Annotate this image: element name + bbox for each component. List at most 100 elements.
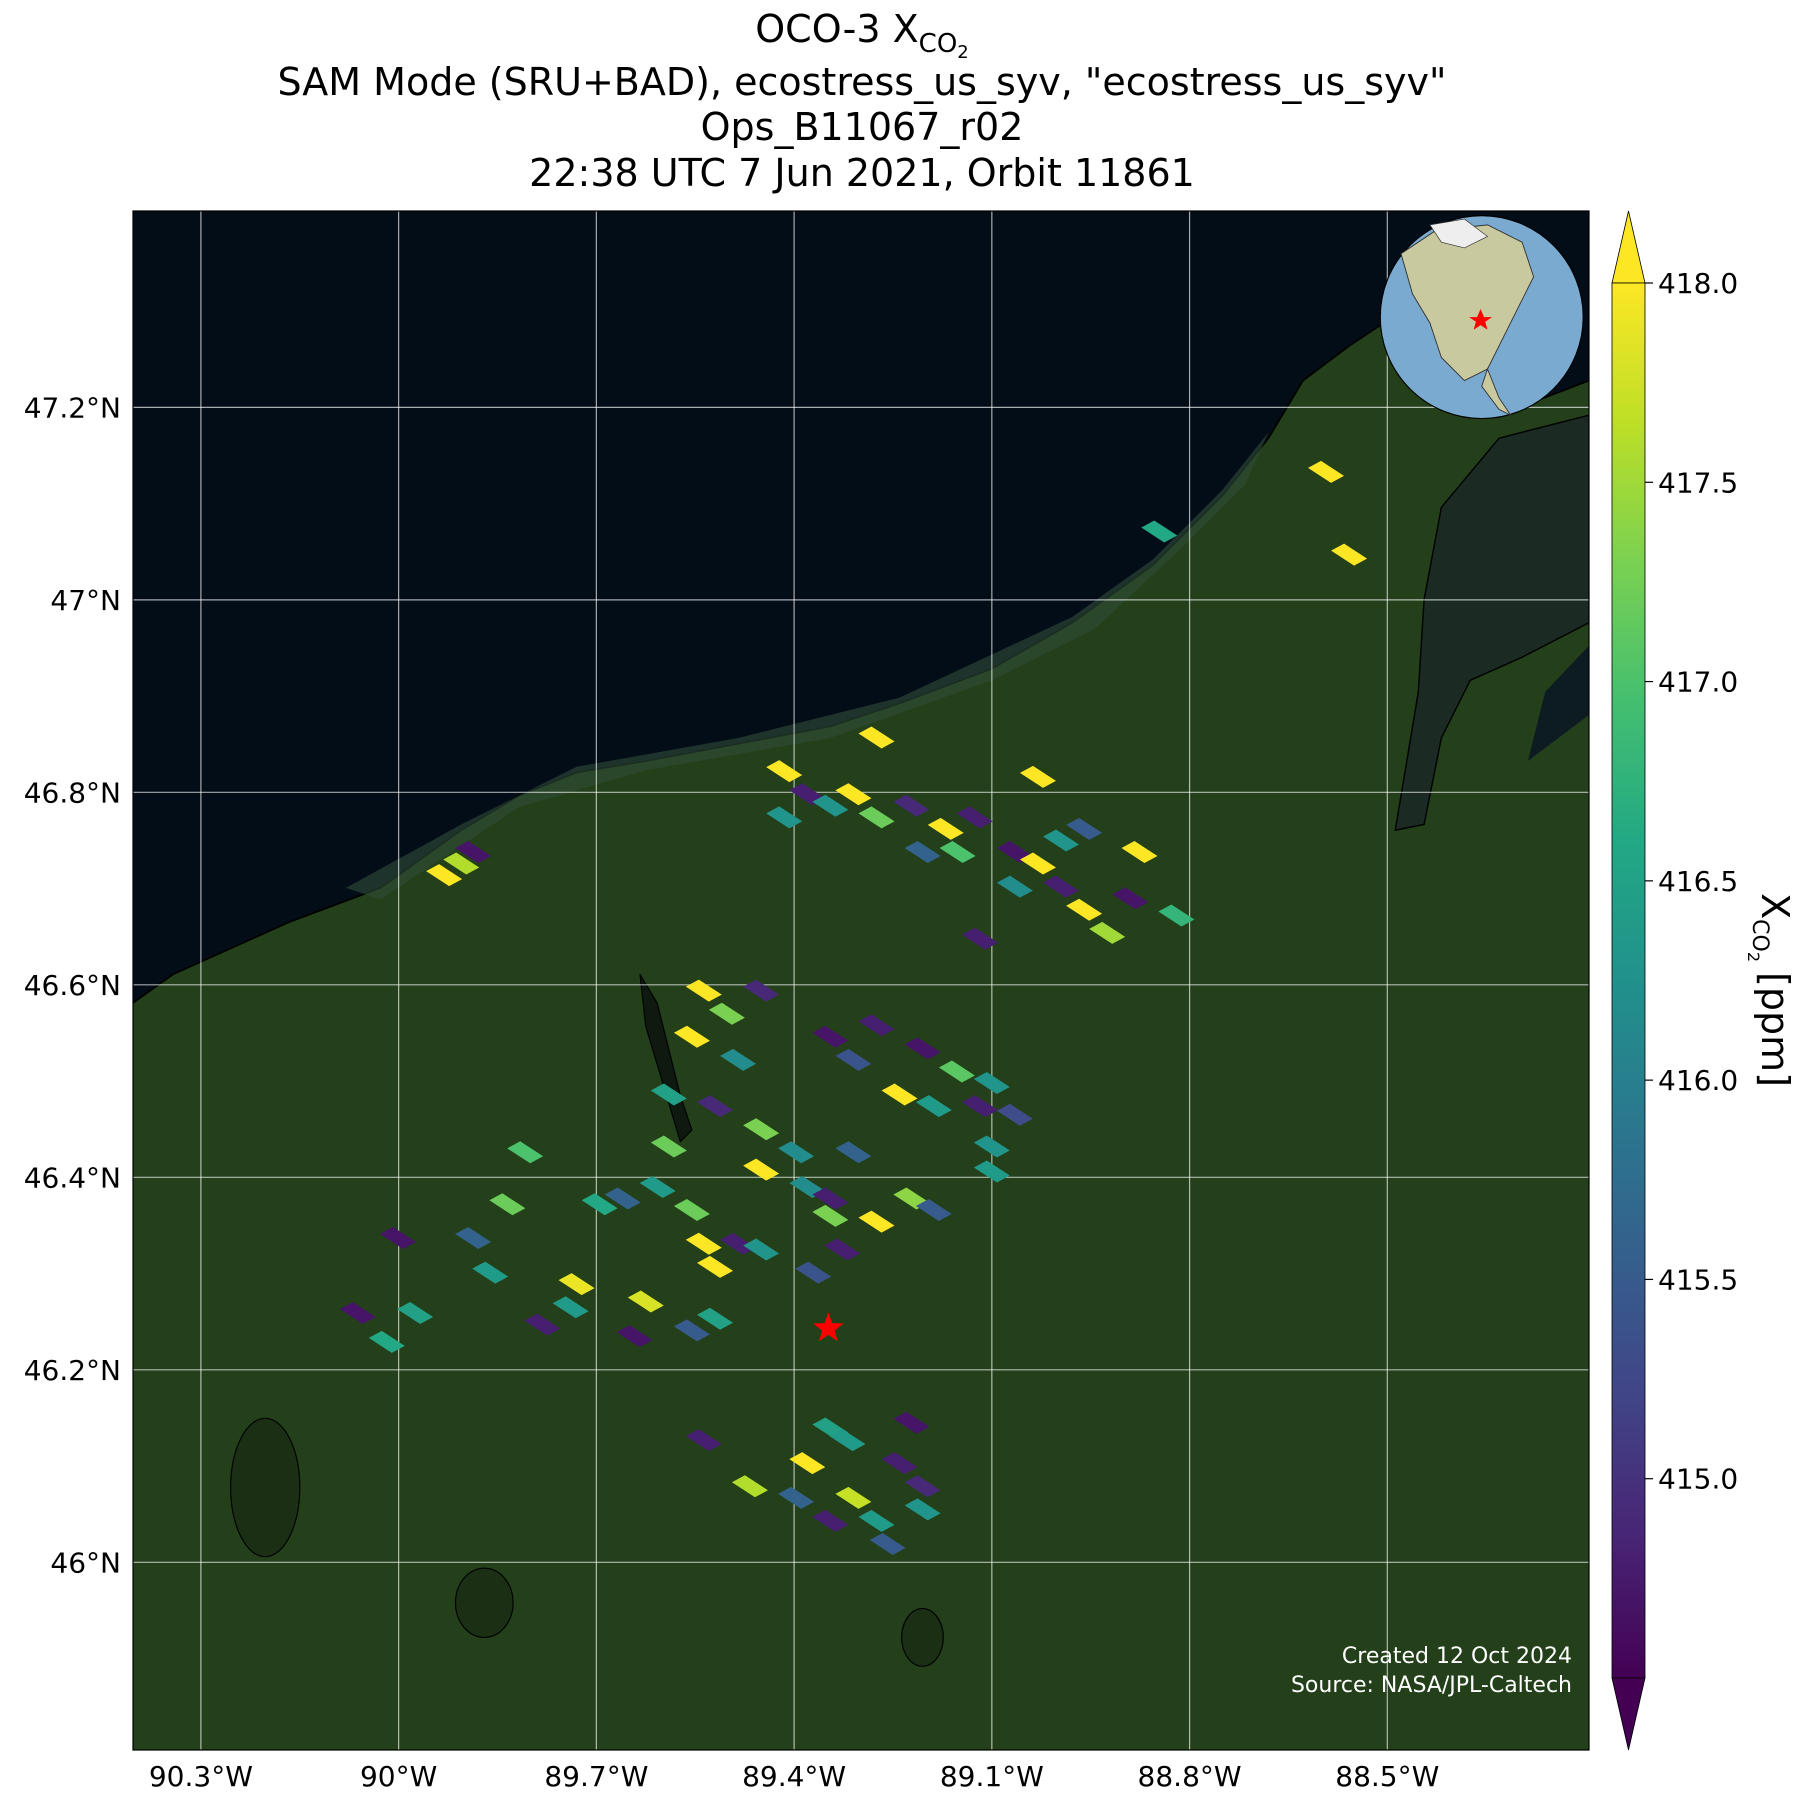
- lakes: [454, 1567, 514, 1638]
- x-tick-label: 88.8°W: [1138, 1760, 1242, 1793]
- sediment: [345, 432, 1269, 900]
- footprint: [766, 806, 803, 829]
- footprint: [720, 1048, 757, 1071]
- colorbar-label: XCO2[ppm]: [1744, 893, 1797, 1087]
- footprint: [835, 1486, 872, 1509]
- footprint: [778, 1141, 815, 1164]
- footprint: [939, 841, 976, 864]
- footprint: [743, 1238, 780, 1261]
- footprint: [858, 1509, 895, 1532]
- title-line-1: OCO-3 XCO2: [755, 7, 969, 63]
- footprint: [858, 1210, 895, 1233]
- lakes: [230, 1417, 301, 1558]
- footprint: [996, 875, 1033, 898]
- colorbar-tick-label: 415.5: [1658, 1263, 1738, 1296]
- footprint: [996, 1103, 1033, 1126]
- footprint: [881, 1452, 918, 1475]
- footprint: [973, 1160, 1010, 1183]
- footprint: [1112, 887, 1149, 910]
- title-line-3: Ops_B11067_r02: [701, 105, 1024, 149]
- footprint: [812, 1204, 849, 1227]
- footprint: [1121, 841, 1158, 864]
- footprint: [685, 979, 722, 1002]
- footprint: [507, 1141, 544, 1164]
- footprint: [685, 1429, 722, 1452]
- footprint: [339, 1302, 376, 1325]
- footprint: [426, 864, 463, 887]
- y-tick-label: 47.2°N: [24, 391, 121, 424]
- footprint: [673, 1199, 710, 1222]
- footprint: [789, 1452, 826, 1475]
- footprint: [778, 1486, 815, 1509]
- footprint: [489, 1193, 526, 1216]
- footprint: [812, 1025, 849, 1048]
- footprint: [869, 1533, 906, 1556]
- footprint: [904, 841, 941, 864]
- footprint: [650, 1135, 687, 1158]
- x-tick-label: 88.5°W: [1335, 1760, 1439, 1793]
- x-tick-label: 89.4°W: [742, 1760, 846, 1793]
- footprint: [904, 1037, 941, 1060]
- footprint: [639, 1175, 676, 1198]
- footprint: [812, 794, 849, 817]
- footprint: [650, 1083, 687, 1106]
- x-tick-label: 89.7°W: [544, 1760, 648, 1793]
- footprint: [1158, 904, 1195, 927]
- y-tick-label: 46°N: [50, 1546, 121, 1579]
- colorbar: 415.0 415.5 416.0 416.5 417.0 417.5 418.0: [1611, 210, 1738, 1751]
- footprint: [731, 1475, 768, 1498]
- colorbar-tick-label: 416.0: [1658, 1064, 1738, 1097]
- colorbar-extend-max: [1611, 210, 1646, 284]
- credit-created: Created 12 Oct 2024: [1342, 1644, 1572, 1669]
- footprint: [1066, 817, 1103, 840]
- bay-east: [1527, 645, 1589, 762]
- footprint: [397, 1302, 434, 1325]
- footprint: [524, 1313, 561, 1336]
- footprint: [812, 1187, 849, 1210]
- footprint: [1308, 460, 1345, 483]
- footprint: [904, 1475, 941, 1498]
- footprint: [627, 1290, 664, 1313]
- basemap: [133, 211, 1589, 1750]
- footprint: [1141, 520, 1178, 543]
- site-marker: [813, 1312, 844, 1342]
- footprint: [893, 794, 930, 817]
- globe-site-marker: [1469, 309, 1493, 330]
- x-tick-label: 90°W: [360, 1760, 437, 1793]
- footprint: [604, 1187, 641, 1210]
- footprint: [938, 1060, 975, 1083]
- footprint: [1043, 875, 1080, 898]
- title-line-2: SAM Mode (SRU+BAD), ecostress_us_syv, "e…: [277, 60, 1446, 104]
- footprint: [743, 1118, 780, 1141]
- footprint: [835, 783, 872, 806]
- plot-frame: [132, 210, 1590, 1751]
- footprint: [616, 1325, 653, 1348]
- colorbar-tick-label: 418.0: [1658, 267, 1738, 300]
- footprint: [858, 806, 895, 829]
- footprint: [697, 1255, 734, 1278]
- footprint: [973, 1072, 1010, 1095]
- footprint: [743, 1158, 780, 1181]
- footprint: [1089, 921, 1126, 944]
- y-tick-label: 46.2°N: [24, 1354, 121, 1387]
- footprint: [455, 841, 492, 864]
- footprint: [893, 1411, 930, 1434]
- colorbar-extend-min: [1611, 1677, 1646, 1751]
- footprint: [835, 1048, 872, 1071]
- footprint: [766, 760, 803, 783]
- footprint: [1019, 765, 1056, 788]
- footprint: [858, 726, 895, 749]
- footprint: [685, 1232, 722, 1255]
- footprint: [558, 1273, 595, 1296]
- footprint: [961, 927, 998, 950]
- footprint: [915, 1095, 952, 1118]
- globe-land: [1400, 224, 1535, 382]
- colorbar-tick-label: 417.0: [1658, 666, 1738, 699]
- x-tick-label: 89.1°W: [940, 1760, 1044, 1793]
- footprint: [961, 1095, 998, 1118]
- footprint: [743, 979, 780, 1002]
- footprint: [835, 1141, 872, 1164]
- footprint: [1043, 829, 1080, 852]
- footprint: [581, 1193, 618, 1216]
